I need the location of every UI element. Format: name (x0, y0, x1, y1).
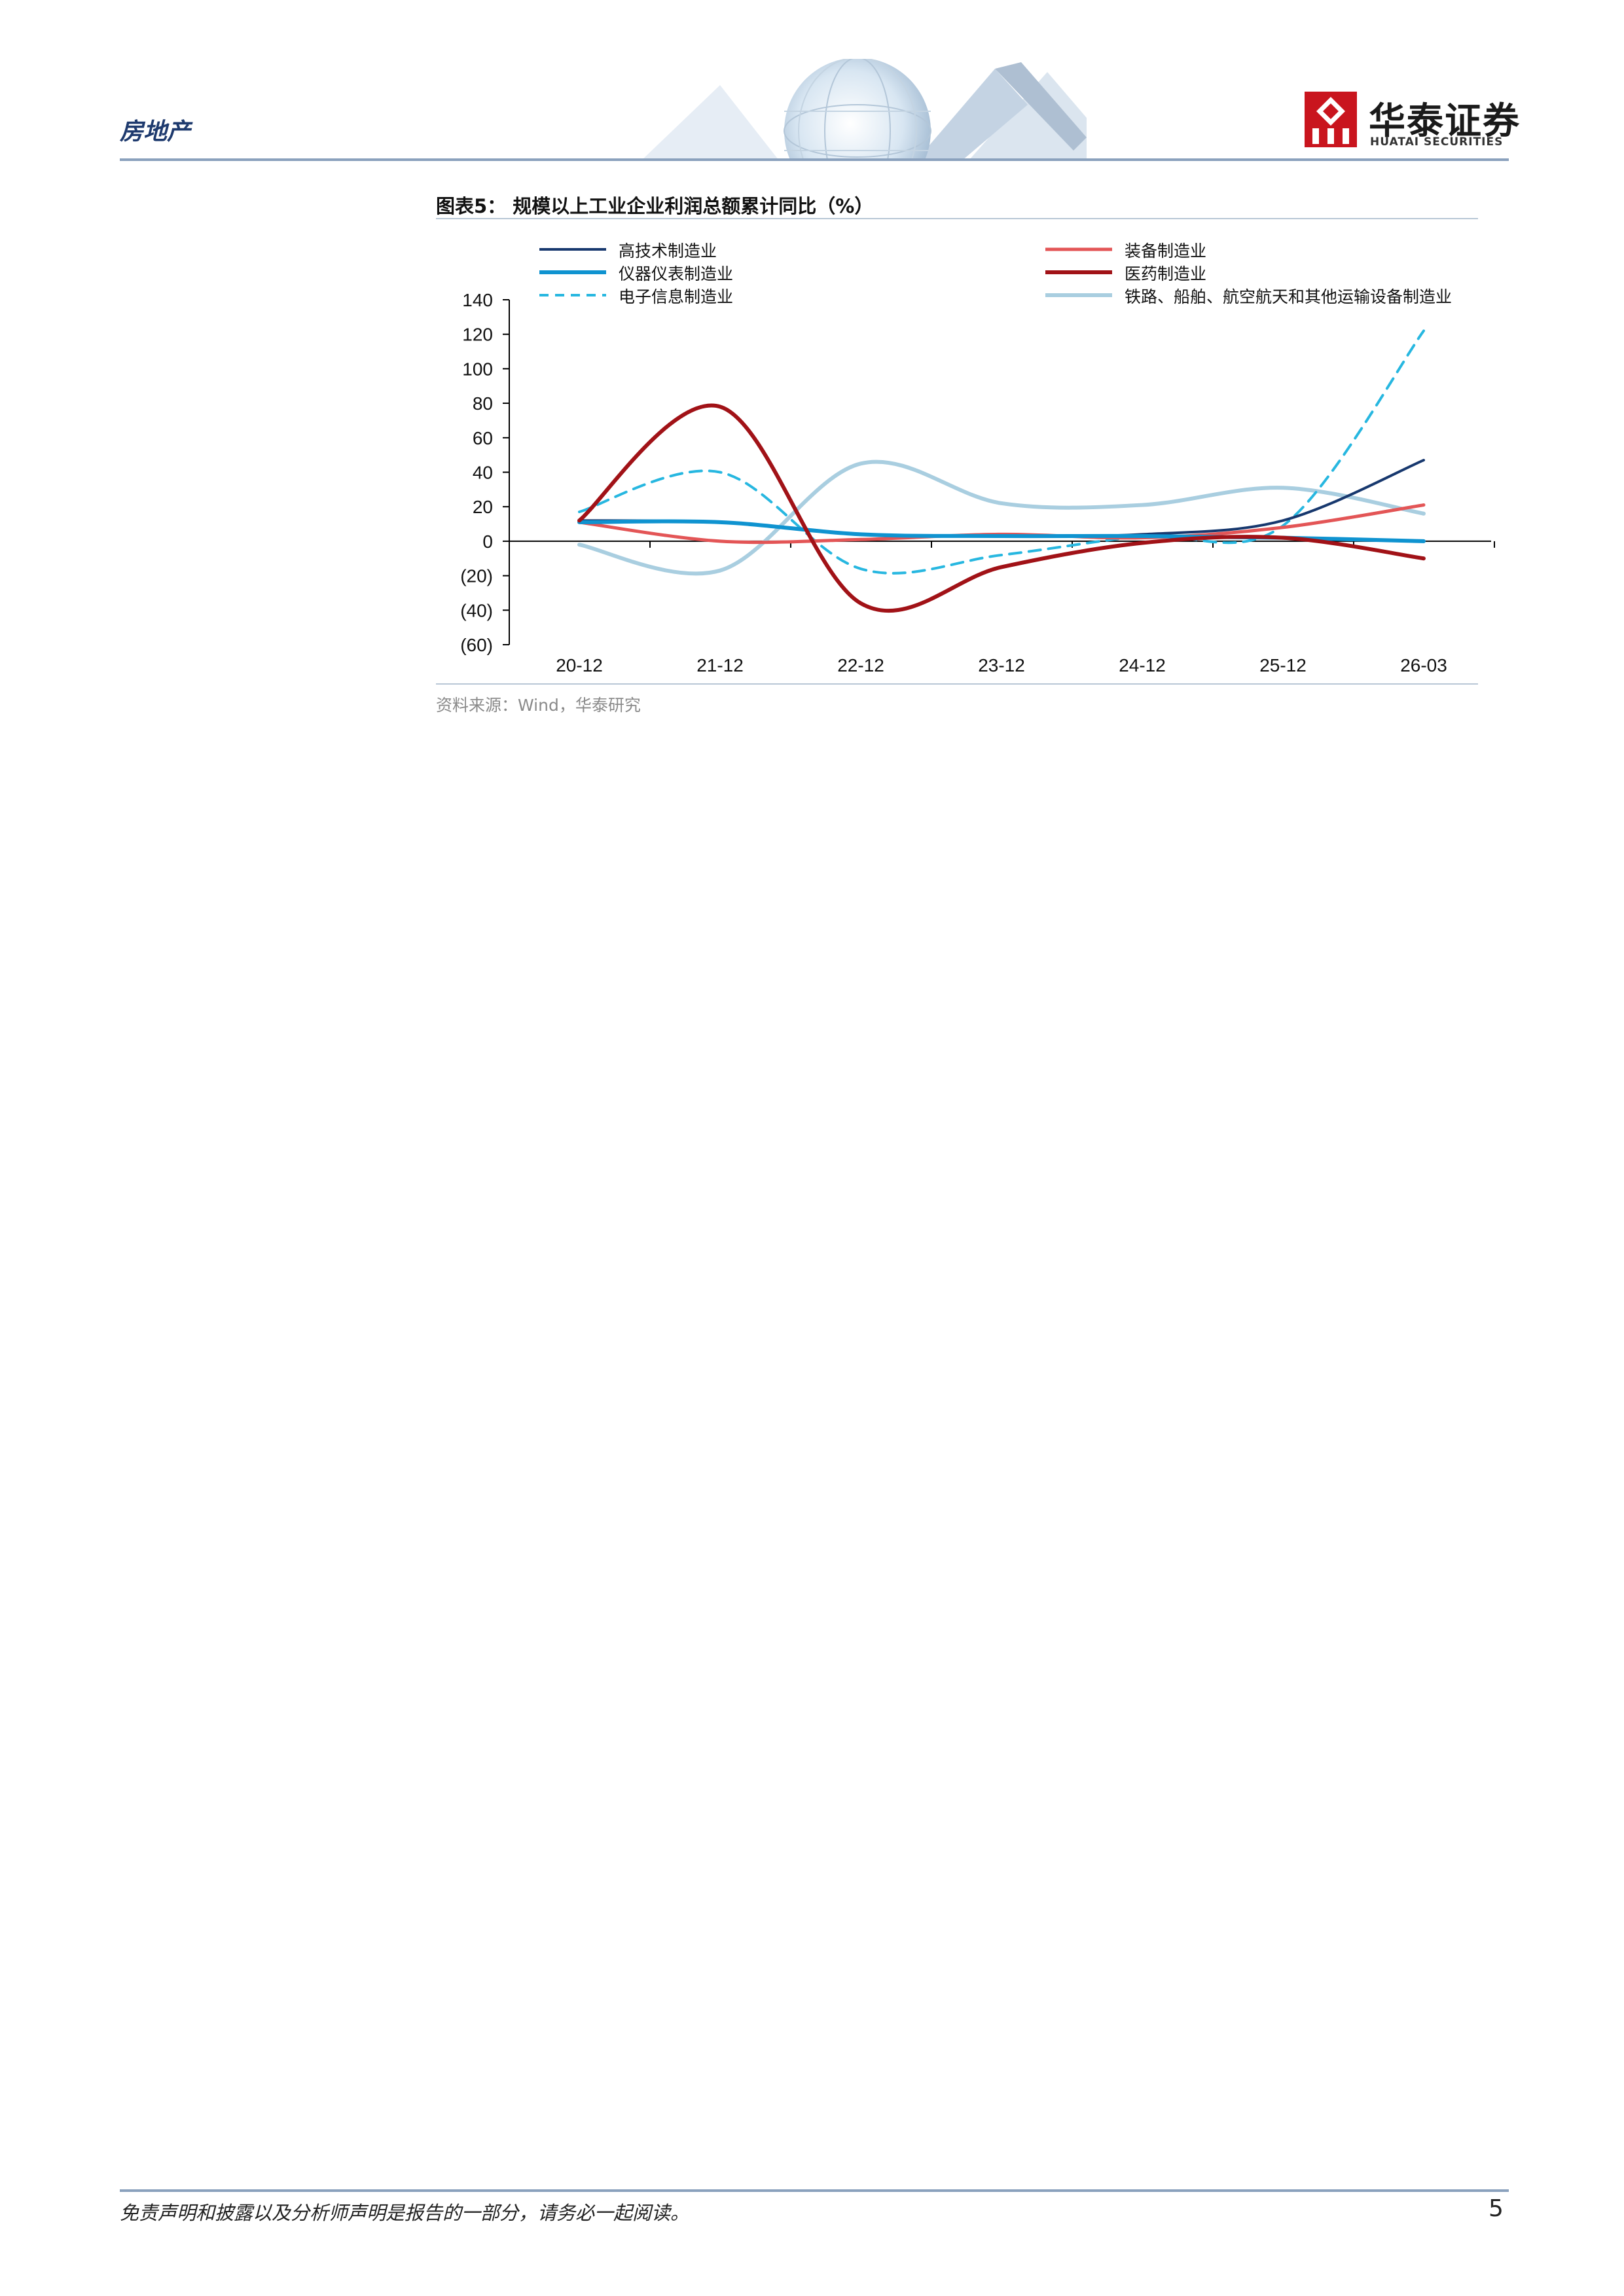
legend-label: 装备制造业 (1125, 242, 1207, 260)
x-tick-label: 20-12 (556, 655, 603, 675)
figure-bottom-divider (436, 683, 1478, 685)
y-tick-label: 100 (462, 359, 493, 379)
y-tick-label: 80 (473, 393, 493, 414)
y-tick-label: 0 (482, 531, 493, 552)
huatai-logo-icon (1305, 92, 1357, 147)
brand-name: 华泰证券 (1369, 100, 1521, 143)
legend-label: 医药制造业 (1125, 264, 1207, 283)
brand-english-name: HUATAI SECURITIES (1370, 135, 1504, 149)
legend-swatch (1045, 270, 1112, 274)
y-tick-label: 40 (473, 463, 493, 483)
footer-disclaimer: 免责声明和披露以及分析师声明是报告的一部分，请务必一起阅读。 (120, 2202, 690, 2224)
y-tick-label: 60 (473, 428, 493, 448)
x-tick-label: 25-12 (1259, 655, 1307, 675)
series-line-5 (578, 329, 1425, 575)
legend-swatch (1045, 293, 1112, 297)
footer-divider (120, 2189, 1509, 2192)
legend-label: 仪器仪表制造业 (619, 264, 734, 283)
figure-title: 图表5： 规模以上工业企业利润总额累计同比（%） (436, 195, 874, 217)
x-tick-label: 23-12 (978, 655, 1025, 675)
y-tick-label: (40) (460, 600, 493, 620)
legend-label: 铁路、船舶、航空航天和其他运输设备制造业 (1125, 287, 1453, 306)
header-divider (120, 158, 1509, 161)
series-line-6 (577, 459, 1426, 576)
legend-swatch (539, 294, 606, 296)
legend-swatch (539, 270, 606, 274)
series-line-4 (577, 403, 1426, 613)
legend-swatch (539, 248, 606, 251)
x-tick-label: 26-03 (1400, 655, 1447, 675)
x-tick-label: 21-12 (696, 655, 744, 675)
legend-label: 高技术制造业 (619, 242, 717, 260)
x-tick-label: 22-12 (837, 655, 884, 675)
section-label: 房地产 (120, 118, 191, 145)
y-tick-label: (20) (460, 566, 493, 586)
y-tick-label: 140 (462, 290, 493, 310)
globe-banner-icon (641, 59, 1087, 160)
y-tick-label: (60) (460, 635, 493, 655)
page-number: 5 (1489, 2195, 1504, 2222)
y-tick-label: 120 (462, 325, 493, 345)
figure-top-divider (436, 218, 1478, 219)
legend-label: 电子信息制造业 (619, 287, 734, 306)
legend-swatch (1045, 247, 1112, 251)
figure-source: 资料来源：Wind，华泰研究 (436, 696, 641, 715)
page-header: 房地产 华泰证券 HUATAI SECURITIES (0, 0, 1624, 170)
y-tick-label: 20 (473, 497, 493, 517)
x-tick-label: 24-12 (1119, 655, 1166, 675)
line-chart: 140 120 100 80 60 40 20 0 (20) (40) (60) 20-12 21-12… (460, 290, 1495, 675)
